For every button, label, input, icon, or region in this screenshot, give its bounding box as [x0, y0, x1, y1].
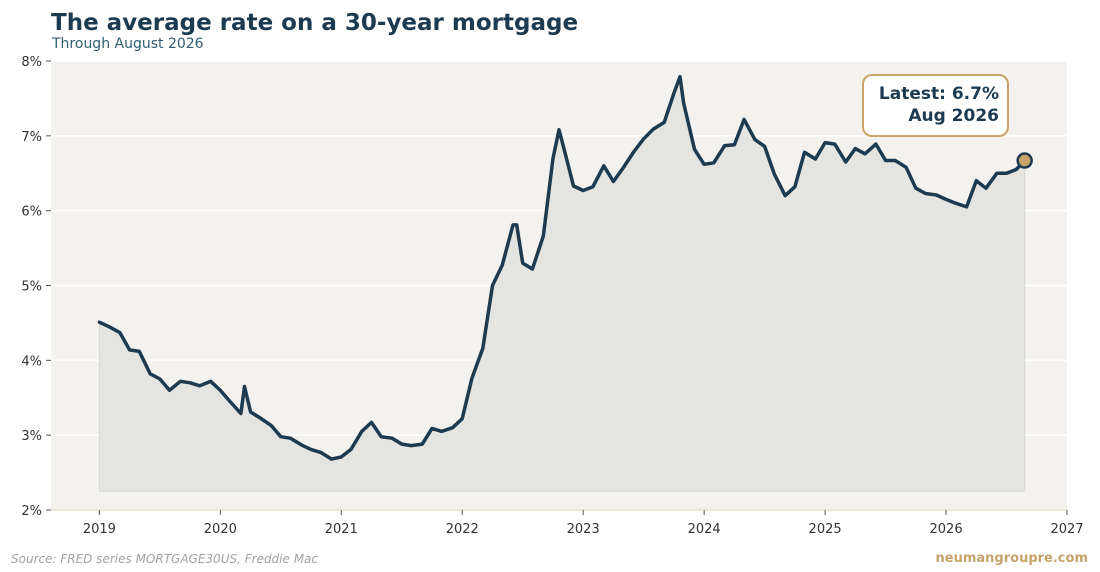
x-tick-label: 2026 — [930, 522, 963, 537]
brand-link[interactable]: neumangroupre.com — [935, 551, 1088, 566]
y-tick-label: 3% — [21, 429, 42, 444]
annotation-date: Aug 2026 — [908, 106, 999, 126]
x-tick-label: 2021 — [325, 522, 358, 537]
x-tick-label: 2027 — [1050, 522, 1083, 537]
x-tick-label: 2020 — [204, 522, 237, 537]
y-tick-label: 6% — [21, 205, 42, 220]
x-tick-label: 2024 — [688, 522, 721, 537]
x-tick-label: 2023 — [567, 522, 600, 537]
latest-point-marker — [1016, 152, 1033, 169]
annotation-label: Latest: 6.7% — [879, 84, 999, 104]
series-line — [97, 74, 1027, 461]
y-tick-label: 5% — [21, 280, 42, 295]
y-tick-label: 8% — [21, 55, 42, 70]
x-tick-label: 2025 — [809, 522, 842, 537]
latest-annotation: Latest: 6.7% Aug 2026 — [862, 74, 1009, 137]
source-note: Source: FRED series MORTGAGE30US, Freddi… — [11, 552, 319, 566]
x-axis: 2019 2020 2021 2022 2023 2024 2025 2026 2027 — [83, 510, 1084, 537]
x-tick-label: 2022 — [446, 522, 479, 537]
chart-subtitle: Through August 2026 — [52, 36, 204, 52]
x-tick-label: 2019 — [83, 522, 116, 537]
y-tick-label: 4% — [21, 354, 42, 369]
y-tick-label: 2% — [21, 504, 42, 519]
y-axis: 2% 3% 4% 5% 6% 7% 8% — [21, 55, 51, 519]
y-tick-label: 7% — [21, 130, 42, 145]
chart-title: The average rate on a 30-year mortgage — [51, 10, 579, 36]
